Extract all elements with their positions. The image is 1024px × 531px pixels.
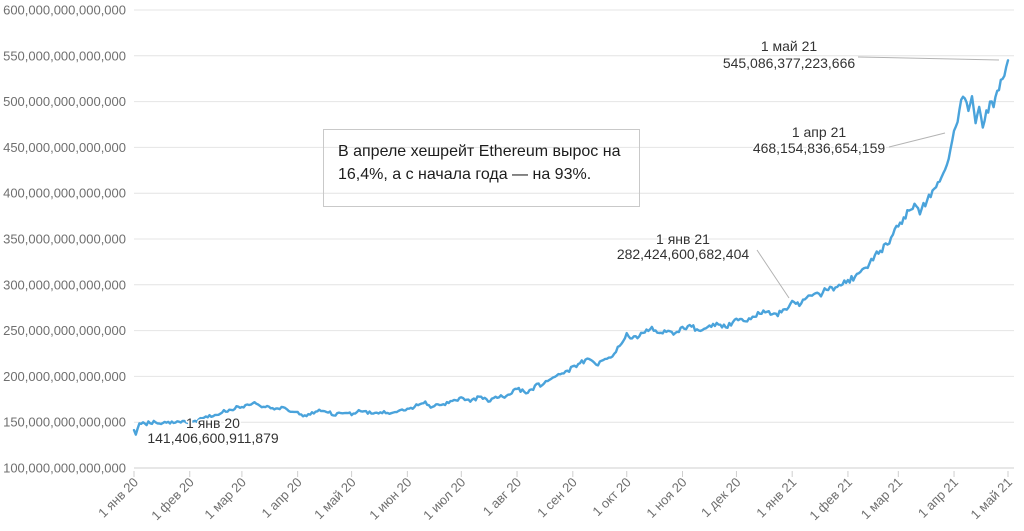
x-axis-tick-label: 1 май 21 <box>968 475 1016 523</box>
annotation-apr-21: 1 апр 21 468,154,836,654,159 <box>751 123 946 158</box>
note-box: В апреле хешрейт Ethereum вырос на 16,4%… <box>323 129 640 207</box>
y-axis-tick-label: 550,000,000,000,000 <box>3 48 126 63</box>
x-axis-tick-label: 1 фев 21 <box>806 475 855 524</box>
annotation-date: 1 май 21 <box>761 38 818 54</box>
x-axis-tick-label: 1 мар 20 <box>201 475 249 523</box>
x-axis-tick-label: 1 мар 21 <box>858 475 906 523</box>
annotation-date: 1 апр 21 <box>792 124 847 140</box>
y-axis-tick-label: 500,000,000,000,000 <box>3 94 126 109</box>
y-axis-tick-label: 250,000,000,000,000 <box>3 323 126 338</box>
y-axis-tick-label: 150,000,000,000,000 <box>3 415 126 430</box>
x-axis-tick-label: 1 июл 20 <box>420 475 468 523</box>
x-axis-tick-label: 1 апр 20 <box>259 475 305 521</box>
annotation-value: 545,086,377,223,666 <box>723 55 856 71</box>
y-axis-tick-label: 100,000,000,000,000 <box>3 461 126 476</box>
x-axis-tick-label: 1 авг 20 <box>480 475 524 519</box>
x-axis-tick-label: 1 сен 20 <box>534 475 580 521</box>
x-axis-tick-label: 1 янв 20 <box>95 475 141 521</box>
x-axis-tick-label: 1 окт 20 <box>589 475 634 520</box>
hashrate-line-series <box>132 59 1010 436</box>
x-axis-tick-label: 1 июн 20 <box>366 475 414 523</box>
y-axis-tick-label: 600,000,000,000,000 <box>3 3 126 18</box>
x-axis-tick-label: 1 ноя 20 <box>643 475 689 521</box>
note-text: В апреле хешрейт Ethereum вырос на 16,4%… <box>338 143 621 183</box>
x-axis-tick-label: 1 дек 20 <box>698 475 744 521</box>
y-axis-tick-label: 400,000,000,000,000 <box>3 186 126 201</box>
annotation-value: 141,406,600,911,879 <box>147 430 279 446</box>
x-axis-tick-label: 1 янв 21 <box>753 475 799 521</box>
annotation-jan-20: 1 янв 20 141,406,600,911,879 <box>146 414 281 448</box>
x-axis-tick-label: 1 апр 21 <box>915 475 961 521</box>
annotation-value: 468,154,836,654,159 <box>753 140 886 156</box>
x-axis-tick-label: 1 май 20 <box>311 475 359 523</box>
annotation-may-21: 1 май 21 545,086,377,223,666 <box>721 37 1000 73</box>
annotation-leader-line <box>888 132 946 148</box>
annotation-leader-line <box>857 56 1000 61</box>
y-axis-tick-label: 350,000,000,000,000 <box>3 232 126 247</box>
annotation-value: 282,424,600,682,404 <box>617 246 750 262</box>
annotation-leader-line <box>756 249 790 299</box>
annotation-date: 1 янв 20 <box>186 415 240 431</box>
y-axis-tick-label: 300,000,000,000,000 <box>3 277 126 292</box>
annotation-date: 1 янв 21 <box>656 231 710 247</box>
x-axis-tick-label: 1 фев 20 <box>148 475 197 524</box>
annotation-jan-21: 1 янв 21 282,424,600,682,404 <box>615 230 790 299</box>
y-axis-tick-label: 200,000,000,000,000 <box>3 369 126 384</box>
y-axis-tick-label: 450,000,000,000,000 <box>3 140 126 155</box>
